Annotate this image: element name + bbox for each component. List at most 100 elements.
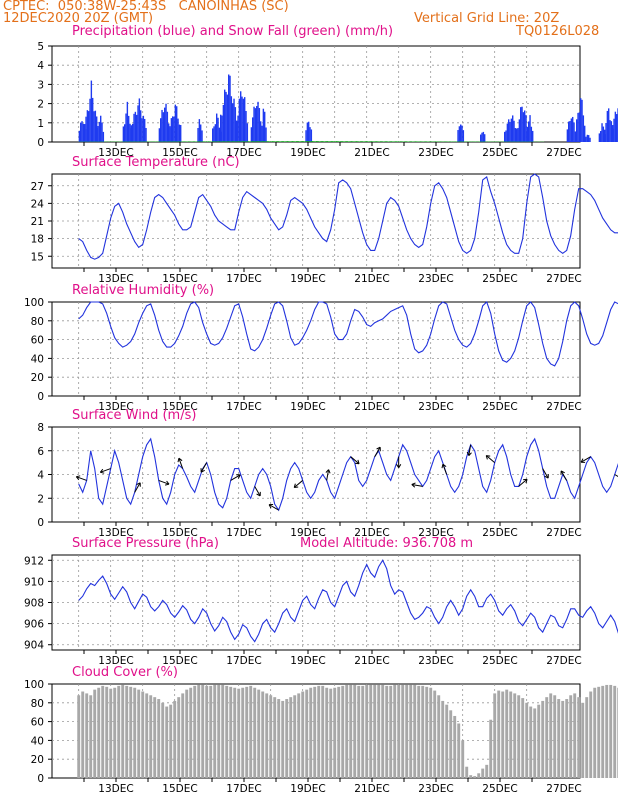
- snow-bar: [410, 141, 413, 142]
- snow-bar: [324, 141, 326, 142]
- cloud-cover-bar: [493, 693, 497, 778]
- wind-series-line: [78, 437, 618, 512]
- snow-bar: [408, 141, 410, 142]
- precip-bar: [506, 123, 509, 142]
- snow-bar: [256, 141, 258, 142]
- cloud-cover-bar: [533, 708, 537, 778]
- snow-bar: [416, 141, 418, 142]
- pres-xtick-label: 17DEC: [226, 655, 261, 667]
- snow-bar: [316, 141, 318, 142]
- cloud-cover-bar: [417, 685, 421, 778]
- rh-xtick-label: 13DEC: [98, 401, 133, 413]
- snow-bar: [144, 141, 146, 142]
- snow-bar: [277, 141, 279, 142]
- pres-ytick-label: 904: [24, 640, 44, 652]
- snow-bar: [425, 141, 427, 142]
- snow-bar: [333, 141, 335, 142]
- precip-ytick-label: 2: [37, 99, 44, 111]
- snow-bar: [222, 141, 225, 142]
- precip-bar: [180, 125, 182, 142]
- precip-bar: [570, 118, 573, 142]
- snow-bar: [272, 141, 274, 142]
- cloud-cover-bar: [537, 704, 541, 778]
- precip-ytick-label: 3: [37, 79, 44, 91]
- cloud-cover-bar: [141, 691, 145, 778]
- precip-bar: [589, 137, 591, 142]
- precip-bar: [172, 116, 174, 142]
- rh-frame: [51, 301, 581, 397]
- temp-xtick-label: 15DEC: [162, 273, 197, 285]
- snow-bar: [397, 141, 399, 142]
- cloud-cover-bar: [161, 702, 165, 778]
- snow-bar: [349, 141, 351, 142]
- cloud-cover-bar: [357, 685, 361, 778]
- cloud-cover-bar: [185, 689, 189, 778]
- wind-arrow-head: [293, 483, 299, 488]
- precip-bar: [161, 109, 163, 142]
- precip-xtick-label: 19DEC: [290, 147, 325, 159]
- cloud-cover-bar: [297, 693, 301, 778]
- rh-xtick-label: 17DEC: [226, 401, 261, 413]
- precip-bar: [177, 118, 179, 142]
- precip-bar: [125, 113, 127, 142]
- precip-bar: [585, 136, 587, 142]
- snow-bar: [189, 141, 191, 142]
- cloud-cover-bar: [381, 684, 385, 778]
- rh-ytick-label: 40: [31, 353, 44, 365]
- cloud-panel: 0 20 40 60 80 100 13DEC 15DEC 17DEC 19DEC 21DEC 23D…: [24, 665, 618, 795]
- precip-bar: [520, 107, 522, 142]
- wind-arrow-head: [325, 469, 331, 474]
- precip-bar: [169, 127, 171, 142]
- precip-bar: [616, 114, 618, 142]
- cloud-cover-bar: [473, 776, 477, 778]
- cloud-cover-bar: [225, 685, 229, 778]
- snow-bar: [213, 141, 215, 142]
- snow-bar: [285, 141, 287, 142]
- cloud-cover-bar: [553, 695, 557, 778]
- precip-xtick-label: 17DEC: [226, 147, 261, 159]
- cloud-cover-bar: [149, 695, 153, 778]
- precip-bar: [252, 117, 254, 142]
- cloud-cover-bar: [113, 687, 117, 778]
- snow-bar: [389, 141, 391, 142]
- precip-bar: [578, 112, 581, 142]
- snow-bar: [334, 141, 337, 142]
- snow-bar: [248, 141, 250, 142]
- precip-bar: [306, 122, 309, 142]
- snow-bar: [168, 141, 170, 142]
- snow-bar: [418, 141, 421, 142]
- wind-ytick-label: 0: [37, 517, 44, 529]
- cloud-cover-bar: [365, 684, 369, 778]
- precip-bar: [160, 118, 162, 142]
- cloud-cover-bar: [241, 687, 245, 778]
- snow-bar: [354, 141, 357, 142]
- cloud-cover-bar: [485, 764, 489, 778]
- precip-bar: [508, 119, 510, 142]
- precip-bar: [225, 91, 227, 142]
- precip-bar: [238, 98, 241, 142]
- cloud-cover-bar: [145, 693, 149, 778]
- cloud-cover-bar: [513, 693, 517, 778]
- precip-bar: [250, 127, 253, 142]
- snow-bar: [430, 141, 433, 142]
- cloud-cover-bar: [445, 704, 449, 778]
- precip-bar: [84, 124, 86, 142]
- precip-bar: [85, 116, 87, 142]
- temp-xtick-label: 27DEC: [546, 273, 581, 285]
- precip-xtick-label: 13DEC: [98, 147, 133, 159]
- precip-bar: [580, 98, 582, 142]
- snow-bar: [233, 141, 235, 142]
- pres-ytick-label: 912: [24, 555, 44, 567]
- cloud-cover-bar: [461, 740, 465, 778]
- precip-bar: [132, 123, 134, 142]
- snow-bar: [449, 141, 451, 142]
- precip-bar: [164, 107, 166, 142]
- cloud-cover-bar: [97, 687, 101, 778]
- cloud-cover-bar: [273, 697, 277, 778]
- snow-bar: [393, 141, 395, 142]
- cloud-cover-bar: [173, 700, 177, 778]
- cloud-ytick-label: 100: [24, 679, 44, 691]
- cloud-cover-bar: [497, 690, 501, 778]
- cloud-cover-bar: [549, 693, 553, 778]
- product-code-label: TQ0126L028: [516, 24, 600, 39]
